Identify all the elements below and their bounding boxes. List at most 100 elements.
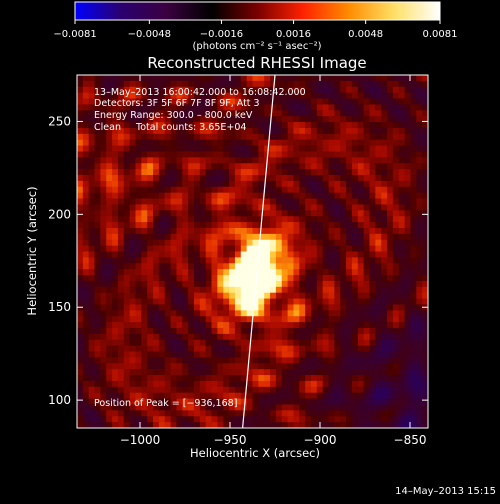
heatmap-cell	[369, 410, 376, 417]
heatmap-cell	[240, 169, 248, 176]
heatmap-cell	[117, 251, 125, 258]
heatmap-cell	[129, 363, 136, 370]
heatmap-cell	[351, 216, 359, 223]
heatmap-cell	[252, 416, 259, 423]
heatmap-cell	[287, 404, 294, 411]
heatmap-cell	[199, 286, 207, 294]
heatmap-cell	[211, 404, 218, 411]
heatmap-cell	[311, 286, 318, 294]
heatmap-cell	[275, 280, 283, 288]
heatmap-cell	[287, 322, 294, 329]
heatmap-cell	[252, 245, 259, 252]
heatmap-cell	[334, 310, 341, 317]
heatmap-cell	[199, 180, 207, 188]
heatmap-cell	[357, 369, 365, 376]
heatmap-cell	[369, 375, 376, 382]
heatmap-cell	[123, 186, 131, 194]
heatmap-cell	[404, 98, 411, 105]
heatmap-cell	[182, 269, 189, 276]
heatmap-cell	[322, 375, 330, 382]
heatmap-cell	[316, 257, 324, 264]
heatmap-cell	[158, 298, 166, 305]
heatmap-cell	[311, 263, 318, 270]
heatmap-cell	[82, 327, 90, 335]
heatmap-cell	[369, 357, 376, 364]
heatmap-cell	[106, 204, 113, 211]
heatmap-cell	[182, 245, 189, 252]
heatmap-cell	[351, 98, 359, 105]
heatmap-cell	[170, 339, 177, 347]
heatmap-cell	[316, 116, 324, 123]
heatmap-cell	[328, 375, 335, 382]
heatmap-cell	[404, 327, 411, 335]
heatmap-cell	[158, 345, 166, 353]
heatmap-cell	[346, 245, 353, 252]
heatmap-cell	[375, 363, 382, 370]
heatmap-cell	[188, 410, 195, 417]
heatmap-cell	[410, 275, 417, 282]
heatmap-cell	[229, 186, 236, 194]
heatmap-cell	[135, 222, 142, 229]
heatmap-cell	[240, 398, 248, 405]
heatmap-cell	[164, 198, 172, 205]
heatmap-cell	[264, 210, 271, 217]
heatmap-cell	[223, 116, 230, 123]
heatmap-cell	[141, 104, 148, 111]
heatmap-cell	[264, 163, 271, 170]
heatmap-cell	[369, 127, 376, 135]
heatmap-cell	[246, 416, 253, 423]
heatmap-cell	[158, 127, 166, 135]
heatmap-cell	[123, 216, 131, 223]
heatmap-cell	[392, 339, 400, 347]
heatmap-cell	[340, 80, 347, 88]
heatmap-cell	[275, 404, 283, 411]
heatmap-cell	[158, 363, 166, 370]
heatmap-cell	[88, 375, 96, 382]
heatmap-cell	[205, 339, 213, 347]
heatmap-cell	[334, 122, 341, 129]
heatmap-cell	[234, 145, 242, 152]
heatmap-cell	[322, 363, 330, 370]
heatmap-cell	[404, 345, 411, 353]
heatmap-cell	[199, 127, 207, 135]
heatmap-cell	[270, 175, 277, 182]
heatmap-cell	[129, 251, 136, 258]
heatmap-cell	[416, 327, 423, 335]
heatmap-cell	[135, 80, 142, 88]
x-axis-label: Heliocentric X (arcsec)	[190, 446, 320, 460]
heatmap-cell	[392, 233, 400, 241]
heatmap-cell	[88, 104, 96, 111]
heatmap-cell	[170, 275, 177, 282]
heatmap-cell	[340, 339, 347, 347]
heatmap-cell	[305, 204, 312, 211]
heatmap-cell	[112, 192, 119, 200]
heatmap-cell	[205, 198, 213, 205]
heatmap-cell	[264, 139, 271, 147]
heatmap-cell	[328, 163, 335, 170]
heatmap-cell	[176, 210, 183, 217]
heatmap-cell	[316, 122, 324, 129]
heatmap-cell	[94, 422, 101, 428]
heatmap-cell	[170, 98, 177, 105]
heatmap-cell	[141, 116, 148, 123]
heatmap-cell	[357, 416, 365, 423]
heatmap-cell	[82, 422, 90, 428]
heatmap-cell	[375, 92, 382, 100]
heatmap-cell	[112, 227, 119, 235]
heatmap-cell	[287, 392, 294, 400]
heatmap-cell	[264, 122, 271, 129]
x-tick-label: −850	[394, 433, 427, 447]
heatmap-cell	[205, 139, 213, 147]
heatmap-cell	[316, 310, 324, 317]
heatmap-cell	[258, 275, 265, 282]
heatmap-cell	[77, 86, 84, 94]
heatmap-cell	[229, 286, 236, 294]
heatmap-cell	[211, 186, 218, 194]
heatmap-cell	[275, 227, 283, 235]
heatmap-cell	[305, 75, 312, 82]
heatmap-cell	[270, 110, 277, 117]
heatmap-cell	[316, 180, 324, 188]
heatmap-cell	[182, 422, 189, 428]
heatmap-cell	[258, 404, 265, 411]
heatmap-cell	[77, 210, 84, 217]
